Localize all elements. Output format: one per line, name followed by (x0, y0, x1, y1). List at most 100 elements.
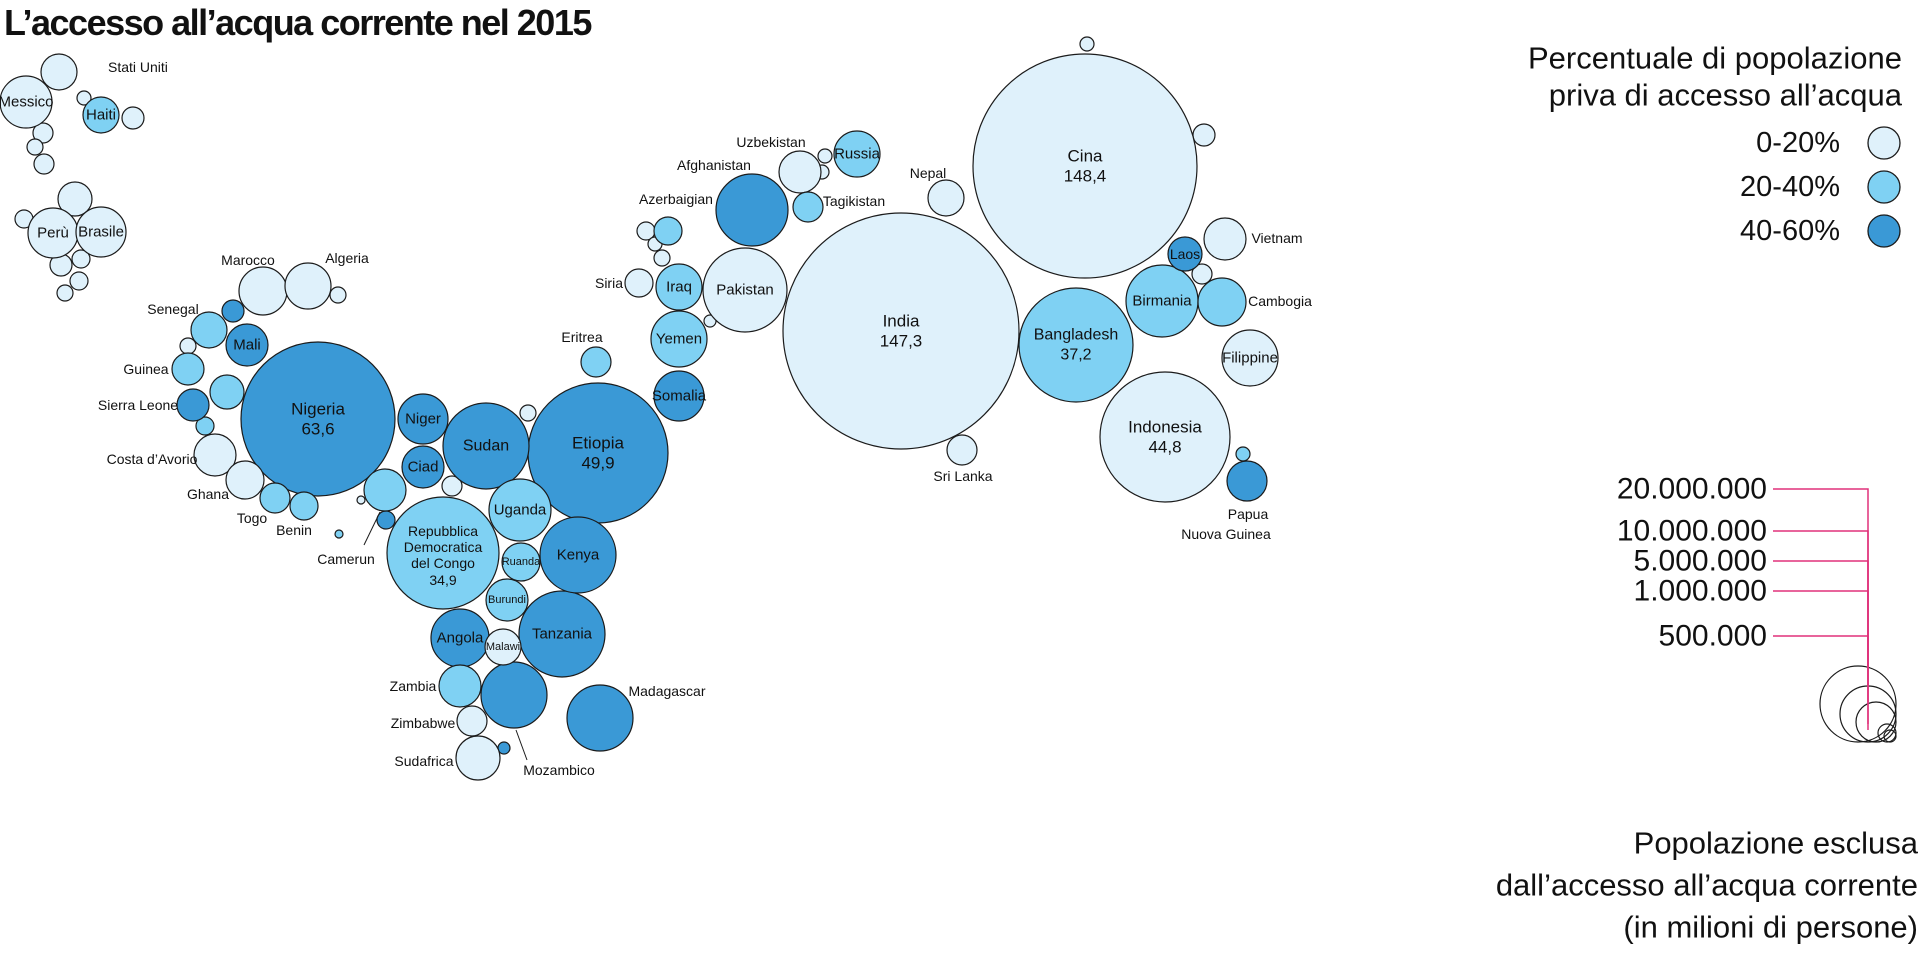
leader-mozambico (515, 729, 528, 761)
bubble-cambogia (1197, 277, 1247, 327)
bubble-algeria (284, 262, 332, 310)
size-legend-leader-3 (1773, 560, 1869, 702)
bubble-guinea (171, 352, 205, 386)
size-legend-label-1: 20.000.000 (1617, 473, 1767, 506)
bubble-haiti (82, 96, 120, 134)
bubble-messico (0, 75, 53, 129)
size-legend-label-2: 10.000.000 (1617, 515, 1767, 548)
size-legend-leader-5 (1773, 635, 1869, 730)
value-indonesia: 44,8 (1148, 438, 1181, 457)
color-legend-title-2: priva di accesso all’acqua (1549, 78, 1903, 113)
label-sudafrica: Sudafrica (394, 753, 453, 769)
bubble-niger (397, 393, 449, 445)
value-nigeria: 63,6 (301, 420, 334, 439)
label-mali: Mali (233, 337, 261, 354)
bubble-ciad (401, 445, 445, 489)
value-bangladesh: 37,2 (1060, 347, 1091, 364)
label-azerbaigian: Azerbaigian (639, 191, 713, 207)
bubble-unlabeled-6 (57, 181, 93, 217)
label-repubblica-democratica-del-congo-1: Repubblica (408, 523, 478, 539)
label-birmania: Birmania (1132, 293, 1192, 310)
label-somalia: Somalia (652, 388, 707, 405)
bubble-somalia (653, 370, 705, 422)
bubble-unlabeled-4 (26, 138, 44, 156)
bubble-unlabeled-29 (1079, 36, 1095, 52)
label-messico: Messico (0, 94, 54, 111)
bubble-russia (833, 130, 881, 178)
bubble-india (782, 212, 1020, 450)
bubble-iraq (655, 263, 703, 311)
label-marocco: Marocco (221, 252, 275, 268)
label-guinea: Guinea (123, 361, 168, 377)
bubble-laos (1167, 236, 1203, 272)
size-legend-circle-4 (1877, 723, 1897, 743)
label-tanzania: Tanzania (532, 626, 593, 643)
label-indonesia: Indonesia (1128, 418, 1202, 437)
label-haiti: Haiti (86, 107, 116, 124)
bubble-zimbabwe (456, 705, 488, 737)
bubble-unlabeled-32 (1235, 446, 1251, 462)
label-zambia: Zambia (390, 678, 437, 694)
bubble-unlabeled-1 (76, 90, 92, 106)
size-legend-leader-2 (1773, 530, 1869, 686)
size-legend-title-2: dall’accesso all’acqua corrente (1496, 868, 1918, 903)
bubble-unlabeled-2 (121, 106, 145, 130)
bubble-burundi (485, 578, 529, 622)
label-laos: Laos (1170, 246, 1200, 262)
bubble-togo (259, 482, 291, 514)
bubble-uganda (488, 478, 552, 542)
value-cina: 148,4 (1064, 167, 1107, 186)
bubble-unlabeled-13 (221, 299, 245, 323)
bubble-ghana (225, 460, 265, 500)
size-legend-title-1: Popolazione esclusa (1634, 826, 1919, 861)
bubble-cina (972, 53, 1198, 279)
label-cina: Cina (1068, 147, 1104, 166)
size-legend-circle-5 (1883, 729, 1897, 743)
label-eritrea: Eritrea (561, 329, 602, 345)
bubble-unlabeled-12 (329, 286, 347, 304)
label-russia: Russia (834, 146, 881, 163)
label-vietnam: Vietnam (1251, 230, 1302, 246)
label-niger: Niger (405, 411, 441, 428)
label-algeria: Algeria (325, 250, 369, 266)
bubble-mozambico (480, 661, 548, 729)
bubble-costa-d-avorio (193, 433, 237, 477)
label-uganda: Uganda (494, 502, 547, 519)
label-nigeria: Nigeria (291, 400, 345, 419)
size-legend-label-4: 1.000.000 (1634, 575, 1767, 608)
value-india: 147,3 (880, 332, 923, 351)
bubble-kenya (539, 516, 617, 594)
bubble-ruanda (501, 542, 541, 582)
color-legend-label-mid: 20-40% (1740, 171, 1840, 203)
bubble-mali (225, 323, 269, 367)
bubble-camerun (363, 468, 407, 512)
bubble-unlabeled-9 (71, 249, 91, 269)
bubble-unlabeled-11 (56, 284, 74, 302)
bubble-yemen (650, 310, 708, 368)
bubble-marocco (238, 266, 288, 316)
color-legend-swatch-mid (1867, 170, 1901, 204)
bubble-filippine (1221, 329, 1279, 387)
size-legend-label-3: 5.000.000 (1634, 545, 1767, 578)
bubble-bangladesh (1018, 287, 1134, 403)
bubble-senegal (190, 311, 228, 349)
bubble-brasile (75, 206, 127, 258)
label-burundi: Burundi (488, 594, 526, 606)
bubble-unlabeled-17 (356, 495, 366, 505)
label-etiopia: Etiopia (572, 434, 625, 453)
label-benin: Benin (276, 522, 312, 538)
bubble-unlabeled-15 (195, 416, 215, 436)
bubble-unlabeled-21 (519, 404, 537, 422)
bubble-unlabeled-25 (653, 249, 671, 267)
bubble-madagascar (566, 684, 634, 752)
label-senegal: Senegal (147, 301, 198, 317)
label-filippine: Filippine (1222, 350, 1278, 367)
label-repubblica-democratica-del-congo-3: del Congo (411, 555, 475, 571)
bubble-sudan (442, 402, 530, 490)
label-ghana: Ghana (187, 486, 229, 502)
bubble-sudafrica (455, 735, 501, 781)
bubble-unlabeled-16 (209, 374, 245, 410)
label-cambogia: Cambogia (1248, 293, 1312, 309)
label-papua-nuova-guinea-2: Nuova Guinea (1181, 526, 1271, 542)
